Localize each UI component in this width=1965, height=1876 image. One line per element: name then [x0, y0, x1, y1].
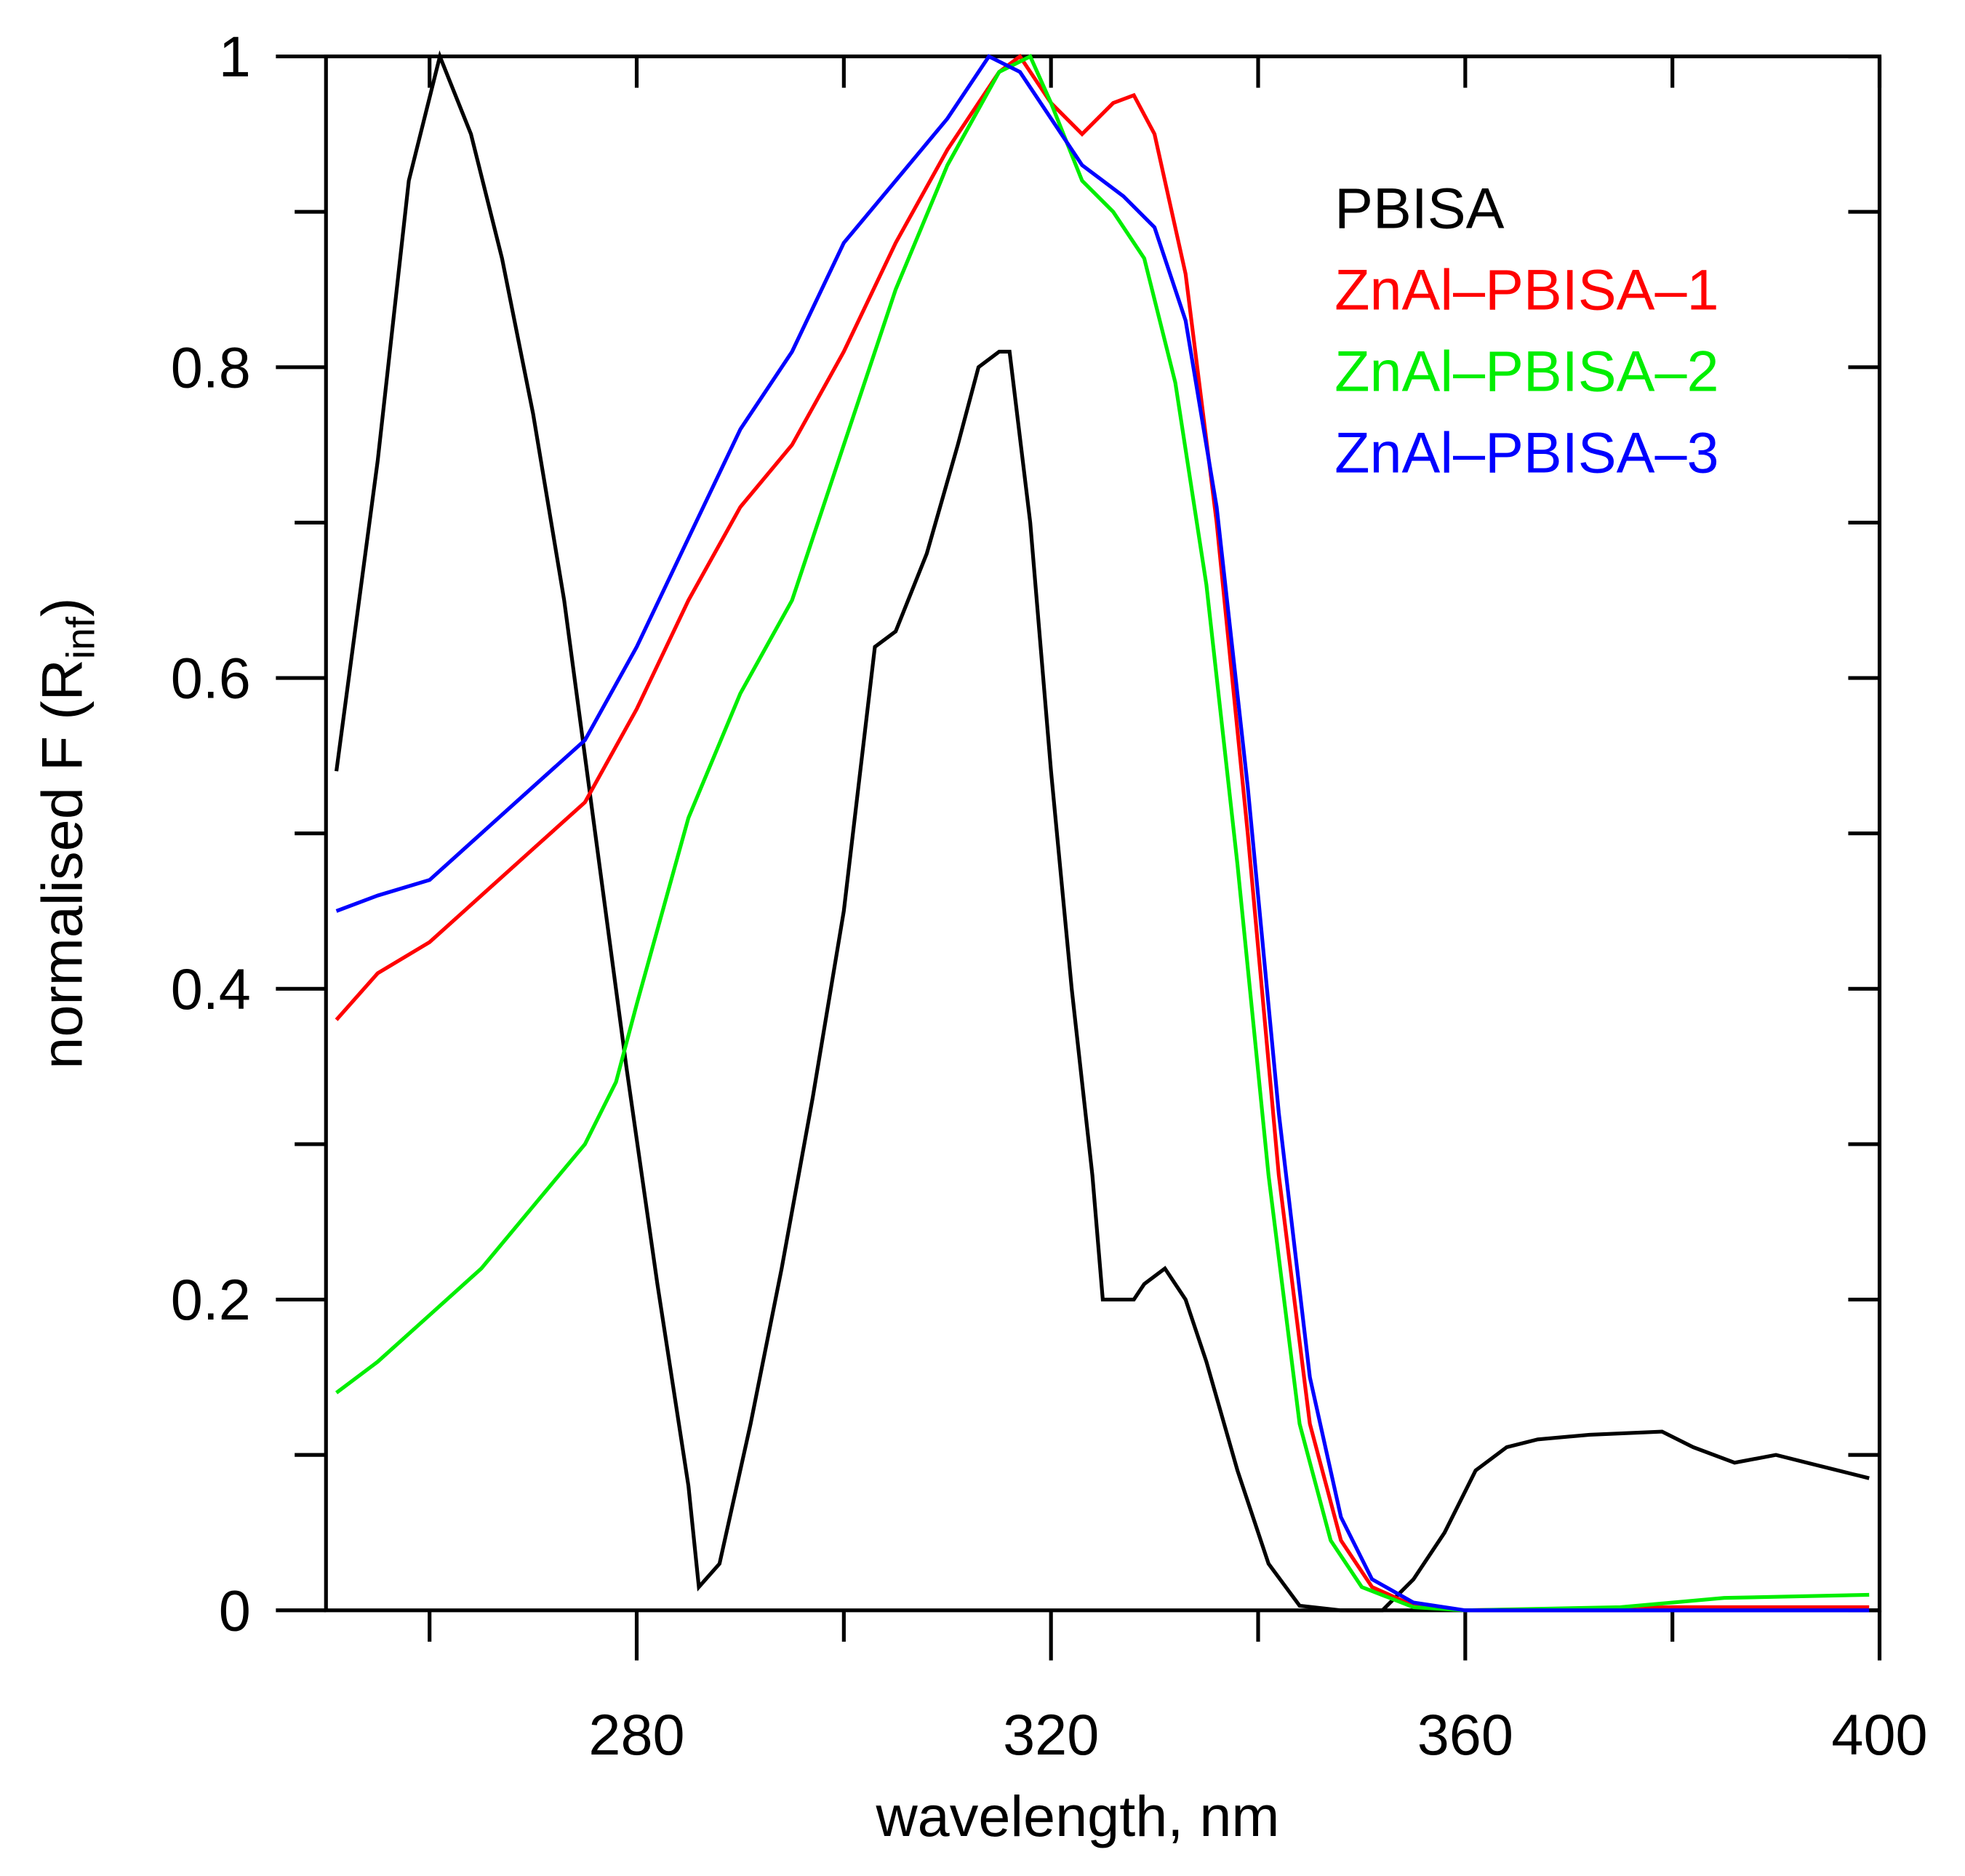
y-label-suffix: ) — [29, 598, 94, 617]
y-tick-label: 0 — [219, 1578, 251, 1643]
y-tick-label: 0.8 — [171, 335, 251, 399]
y-label-main: normalised F (R — [29, 659, 94, 1069]
y-tick-label: 1 — [219, 24, 251, 89]
legend-entry: ZnAl–PBISA–2 — [1334, 339, 1719, 404]
y-axis-label: normalised F (Rinf) — [29, 598, 103, 1069]
legend-entry: PBISA — [1334, 176, 1505, 241]
y-label-sub: inf — [58, 616, 103, 659]
x-axis-label: wavelength, nm — [875, 1784, 1279, 1848]
y-tick-label: 0.2 — [171, 1267, 251, 1332]
y-tick-label: 0.6 — [171, 646, 251, 711]
x-tick-label: 400 — [1831, 1702, 1927, 1767]
legend-entry: ZnAl–PBISA–3 — [1334, 420, 1719, 484]
x-tick-label: 280 — [588, 1702, 684, 1767]
x-tick-label: 320 — [1003, 1702, 1099, 1767]
series-line — [335, 54, 1870, 1613]
series-line — [335, 50, 1870, 1613]
x-tick-label: 360 — [1417, 1702, 1513, 1767]
y-tick-label: 0.4 — [171, 957, 251, 1021]
series-line — [335, 54, 1870, 1613]
legend-entry: ZnAl–PBISA–1 — [1334, 258, 1719, 322]
